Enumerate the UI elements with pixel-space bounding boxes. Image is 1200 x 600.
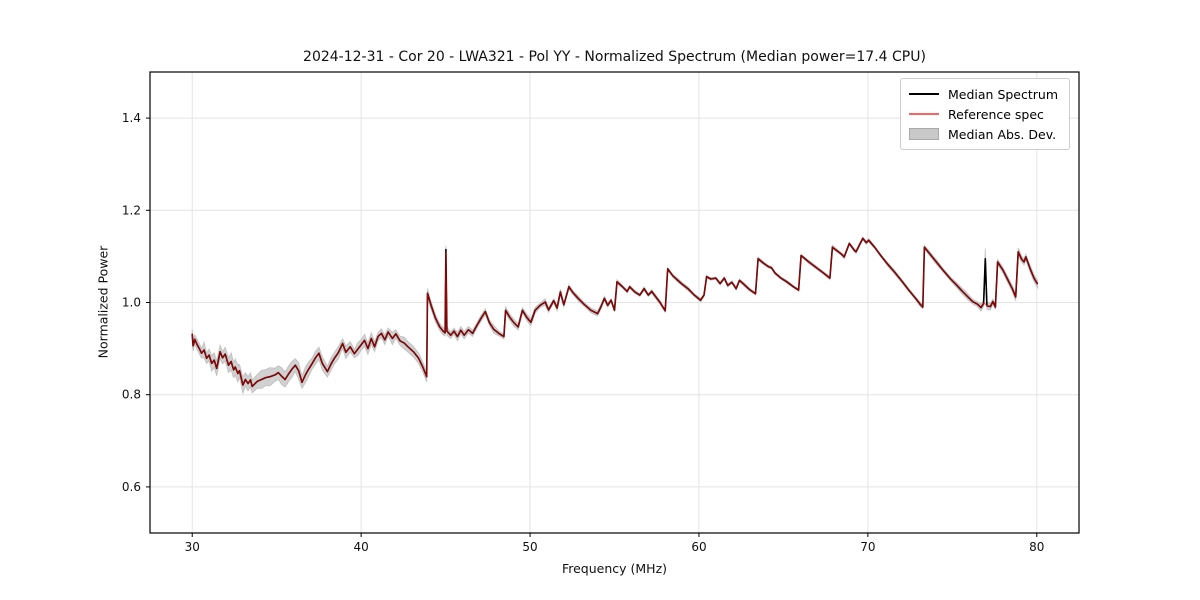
y-axis-label: Normalized Power (95, 245, 111, 359)
legend-label: Median Spectrum (948, 86, 1059, 102)
legend-label: Reference spec (948, 106, 1044, 122)
mad-band-swatch-icon (909, 128, 939, 140)
legend-item-median-spectrum: Median Spectrum (909, 84, 1061, 104)
legend-item-reference-spec: Reference spec (909, 104, 1061, 124)
median-spectrum-line (191, 237, 1039, 388)
x-tick-label: 70 (860, 540, 875, 554)
legend-label: Median Abs. Dev. (948, 126, 1057, 142)
x-tick-label: 40 (353, 540, 368, 554)
y-tick-label: 0.8 (122, 388, 141, 402)
x-tick-label: 50 (522, 540, 537, 554)
y-tick-label: 1.4 (122, 111, 141, 125)
y-tick-label: 1.2 (122, 203, 141, 217)
x-axis-label: Frequency (MHz) (561, 561, 668, 576)
reference-spec-line (191, 237, 1039, 387)
legend: Median Spectrum Reference spec Median Ab… (900, 78, 1070, 150)
x-tick-label: 80 (1029, 540, 1044, 554)
median-line-swatch-icon (909, 93, 939, 95)
plot-title: 2024-12-31 - Cor 20 - LWA321 - Pol YY - … (303, 49, 926, 65)
y-tick-label: 0.6 (122, 480, 141, 494)
legend-item-median-abs-dev: Median Abs. Dev. (909, 124, 1061, 144)
y-tick-label: 1.0 (122, 296, 141, 310)
x-tick-label: 30 (185, 540, 200, 554)
mad-band (191, 236, 1039, 396)
x-tick-label: 60 (691, 540, 706, 554)
reference-line-swatch-icon (909, 113, 939, 115)
